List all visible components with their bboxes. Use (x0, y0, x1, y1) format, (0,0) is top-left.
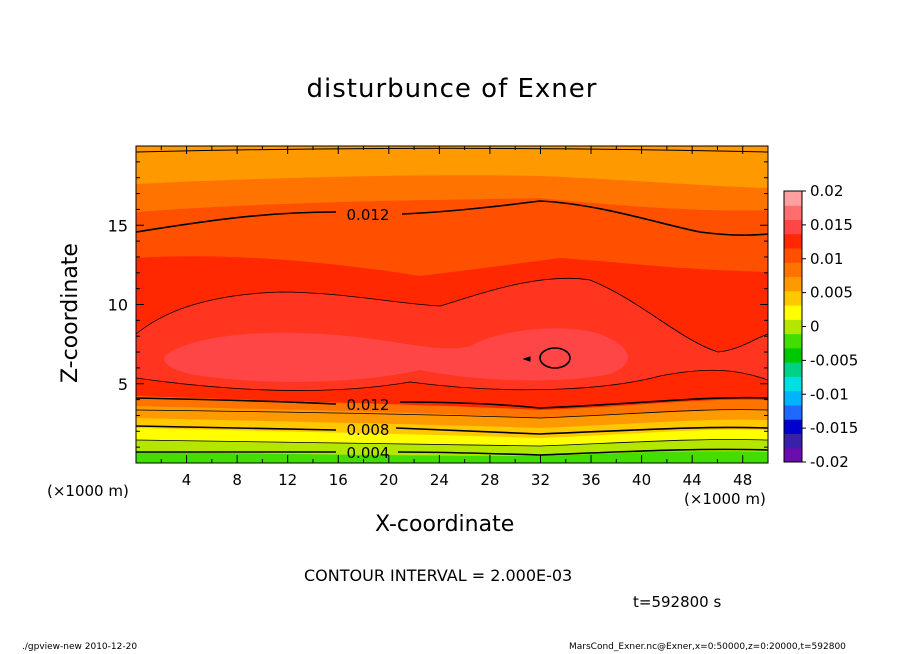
footer-left-text: ./gpview-new 2010-12-20 (22, 642, 138, 652)
colorbar-swatch (784, 233, 802, 249)
colorbar-label: 0.015 (810, 216, 853, 234)
x-tick-label: 20 (379, 471, 398, 489)
contour-local-max (539, 347, 571, 369)
colorbar-swatch (784, 433, 802, 449)
colorbar-swatch (784, 362, 802, 377)
x-tick-label: 4 (182, 471, 192, 489)
x-tick-label: 36 (581, 471, 600, 489)
contour-line-0004 (136, 448, 768, 456)
footer-right-text: MarsCond_Exner.nc@Exner,x=0:50000,z=0:20… (569, 642, 846, 652)
field-band-orange-dark (136, 175, 768, 212)
colorbar-swatch (784, 290, 802, 306)
colorbar-swatch (784, 419, 802, 434)
colorbar-label: -0.015 (810, 419, 858, 437)
y-axis-ticks: 5 10 15 (108, 145, 768, 464)
field-band-pink-core (164, 328, 629, 382)
colorbar-swatch (784, 404, 802, 420)
colorbar-swatch (784, 333, 802, 349)
x-tick-label: 40 (632, 471, 651, 489)
colorbar-label: -0.01 (810, 385, 849, 403)
colorbar-swatch (784, 205, 802, 221)
time-label: t=592800 s (633, 593, 722, 611)
colorbar-label: 0 (810, 318, 820, 336)
colorbar-swatch (784, 248, 802, 263)
field-band-top-orange (136, 146, 768, 188)
contour-line-0010 (136, 409, 768, 419)
colorbar-label: 0.02 (810, 182, 843, 200)
colorbar: 0.02 0.015 0.01 0.005 0 -0.005 -0.01 -0.015 -0.0… (783, 182, 858, 471)
colorbar-swatch (784, 191, 802, 206)
colorbar-swatch (784, 305, 802, 320)
colorbar-label: -0.005 (810, 351, 858, 369)
colorbar-swatch (784, 447, 802, 463)
colorbar-swatch (784, 262, 802, 278)
x-tick-label: 32 (531, 471, 550, 489)
field-band-green (136, 451, 768, 463)
contour-value-label: 0.012 (347, 206, 390, 224)
x-tick-label: 44 (683, 471, 702, 489)
contour-line-0012-lower (136, 396, 768, 409)
x-tick-label: 12 (278, 471, 297, 489)
colorbar-swatch (784, 219, 802, 235)
contour-fill-layer (136, 146, 768, 463)
y-tick-label: 5 (118, 375, 128, 394)
colorbar-swatch (784, 347, 802, 363)
contour-value-label: 0.004 (347, 444, 390, 462)
contour-interval-note: CONTOUR INTERVAL = 2.000E-03 (304, 566, 573, 585)
contour-line-0008 (136, 425, 768, 435)
colorbar-swatch (784, 376, 802, 392)
contour-line-layer (136, 147, 768, 456)
colorbar-swatch (784, 390, 802, 406)
y-tick-label: 10 (108, 296, 128, 315)
contour-line-top (136, 147, 768, 153)
x-tick-label: 24 (430, 471, 449, 489)
y-tick-label: 15 (108, 216, 128, 235)
colorbar-label: 0.005 (810, 284, 853, 302)
x-tick-label: 16 (329, 471, 348, 489)
contour-line-lower-inner (136, 369, 768, 391)
colorbar-label: 0.01 (810, 250, 843, 268)
contour-label-layer: 0.012 0.012 0.008 0.004 (347, 206, 390, 462)
x-tick-label: 8 (232, 471, 242, 489)
contour-line-inner (136, 277, 768, 353)
x-tick-label: 48 (733, 471, 752, 489)
x-unit-label-right: (×1000 m) (684, 490, 766, 508)
x-unit-label-left: (×1000 m) (47, 482, 129, 500)
x-axis-label: X-coordinate (375, 512, 515, 537)
contour-line-0006 (136, 439, 768, 447)
contour-value-label: 0.012 (347, 396, 390, 414)
x-axis-ticks: 4 8 12 16 20 24 28 32 36 40 44 48 (135, 146, 769, 489)
contour-line-0012-upper (136, 200, 768, 237)
colorbar-label: -0.02 (810, 453, 849, 471)
chart-title: disturbunce of Exner (306, 74, 598, 104)
colorbar-swatch (784, 276, 802, 292)
x-tick-label: 28 (480, 471, 499, 489)
contour-value-label: 0.008 (347, 421, 390, 439)
contour-small-mark (522, 356, 531, 362)
colorbar-swatch (784, 319, 802, 335)
